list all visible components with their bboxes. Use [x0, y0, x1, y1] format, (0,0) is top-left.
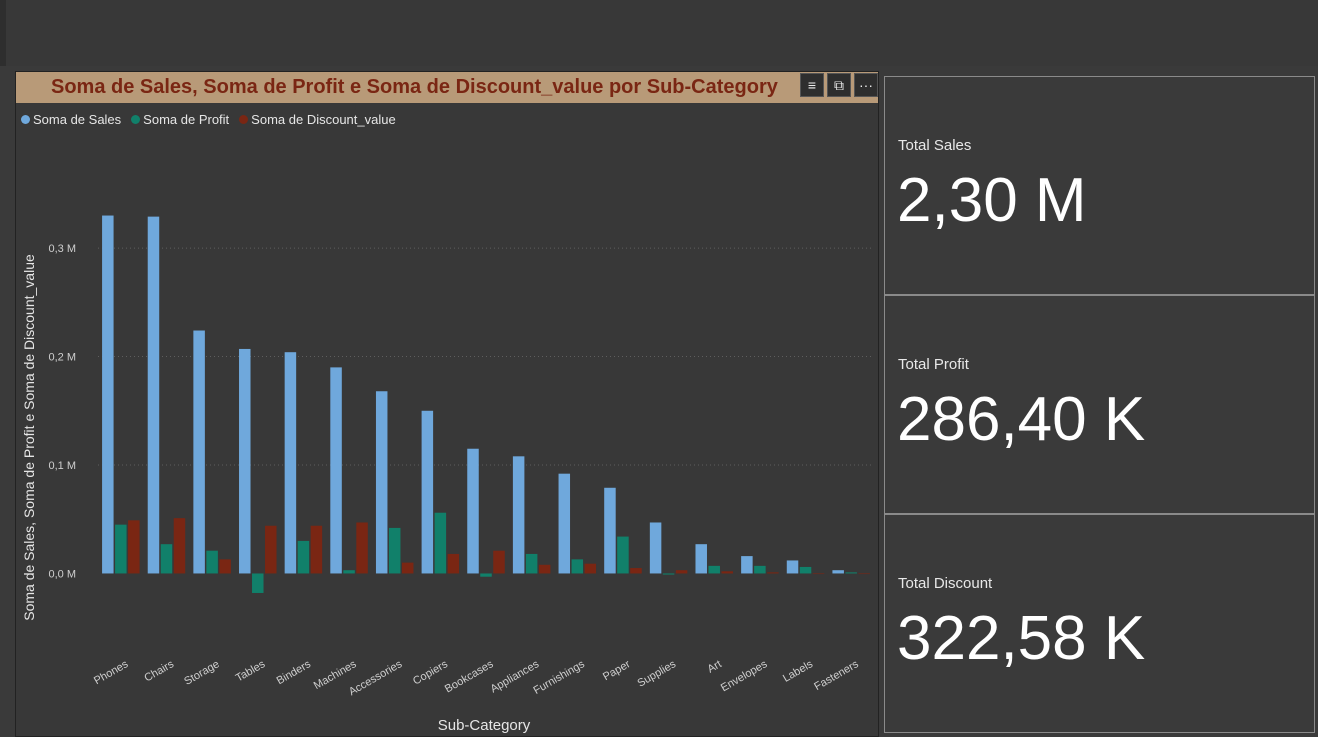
- more-options-icon[interactable]: ···: [854, 73, 878, 97]
- bar: [617, 536, 629, 574]
- bar: [115, 524, 127, 574]
- focus-mode-icon[interactable]: ⧉: [827, 73, 851, 97]
- bar: [421, 410, 434, 574]
- top-strip: [0, 0, 1318, 66]
- card-label: Total Discount: [898, 575, 993, 592]
- y-tick-label: 0,3 M: [48, 243, 76, 255]
- bar: [388, 527, 401, 574]
- x-tick-label: Paper: [601, 658, 633, 683]
- bar: [799, 566, 812, 574]
- bar: [206, 550, 218, 574]
- legend-label-discount: Soma de Discount_value: [251, 112, 396, 127]
- bar-chart: 0,0 M 0,1 M 0,2 M 0,3 M Phones Chairs Storage T…: [21, 215, 874, 734]
- bar: [493, 550, 505, 574]
- bar: [649, 522, 662, 574]
- bar: [297, 540, 310, 574]
- bar: [767, 572, 779, 574]
- bar: [558, 473, 571, 574]
- card-value: 2,30 M: [897, 166, 1087, 235]
- chart-visual[interactable]: 0,0 M 0,1 M 0,2 M 0,3 M Phones Chairs Storage T…: [15, 71, 879, 737]
- x-tick-label: Envelopes: [719, 658, 770, 694]
- bar: [356, 522, 368, 574]
- bar: [330, 367, 342, 574]
- bar: [173, 518, 186, 574]
- y-tick-label: 0,0 M: [48, 568, 76, 580]
- card-total-sales: Total Sales 2,30 M: [884, 76, 1315, 295]
- legend-item-discount[interactable]: Soma de Discount_value: [239, 112, 396, 127]
- x-tick-label: Bookcases: [443, 658, 496, 696]
- bar: [219, 559, 231, 574]
- bar: [480, 573, 492, 577]
- legend-label-sales: Soma de Sales: [33, 112, 122, 127]
- bar: [571, 559, 584, 574]
- legend-label-profit: Soma de Profit: [143, 112, 230, 127]
- legend-item-sales[interactable]: Soma de Sales: [21, 112, 121, 127]
- y-axis-title: Soma de Sales, Soma de Profit e Soma de …: [21, 254, 37, 621]
- bar: [284, 352, 297, 574]
- bar: [160, 544, 173, 574]
- bar: [375, 391, 388, 574]
- bar: [832, 570, 844, 574]
- bar: [343, 570, 355, 574]
- bar: [252, 573, 264, 593]
- bar: [310, 525, 323, 574]
- x-tick-label: Art: [706, 658, 724, 675]
- bar: [538, 564, 551, 574]
- left-edge: [0, 0, 6, 66]
- bar: [708, 565, 720, 574]
- bar: [662, 573, 675, 575]
- chart-title-bar: Soma de Sales, Soma de Profit e Soma de …: [16, 72, 878, 103]
- card-label: Total Profit: [898, 356, 969, 373]
- y-tick-label: 0,1 M: [48, 460, 76, 472]
- legend-dot-profit: [131, 115, 141, 124]
- x-tick-label: Furnishings: [532, 658, 588, 697]
- x-tick-label: Phones: [92, 658, 131, 687]
- bar: [102, 215, 114, 574]
- x-tick-label: Supplies: [636, 658, 679, 690]
- bar: [721, 571, 733, 574]
- x-tick-label: Fasteners: [812, 658, 861, 693]
- bar: [604, 487, 616, 574]
- x-axis-title: Sub-Category: [438, 717, 531, 734]
- bar: [434, 512, 447, 574]
- chart-title: Soma de Sales, Soma de Profit e Soma de …: [51, 76, 778, 98]
- legend-dot-sales: [21, 115, 30, 124]
- bar: [858, 573, 870, 575]
- bar: [265, 525, 277, 574]
- bar: [467, 448, 479, 574]
- card-value: 286,40 K: [897, 385, 1146, 454]
- legend-dot-discount: [239, 115, 249, 124]
- x-tick-label: Binders: [275, 658, 314, 687]
- card-label: Total Sales: [898, 137, 972, 154]
- bar: [675, 570, 688, 574]
- bar: [786, 560, 799, 574]
- visual-toolbar: ≡ ⧉ ···: [800, 73, 878, 97]
- bar: [401, 562, 414, 574]
- card-total-profit: Total Profit 286,40 K: [884, 295, 1315, 514]
- legend-item-profit[interactable]: Soma de Profit: [131, 112, 229, 127]
- bar: [525, 553, 538, 574]
- bar: [447, 553, 460, 574]
- bar: [512, 456, 525, 574]
- x-tick-label: Storage: [182, 658, 221, 688]
- card-value: 322,58 K: [897, 604, 1146, 673]
- bar: [741, 556, 753, 574]
- bar: [193, 330, 205, 574]
- x-tick-label: Labels: [781, 658, 816, 685]
- bar: [584, 563, 597, 574]
- chart-legend: Soma de Sales Soma de Profit Soma de Dis…: [21, 112, 396, 127]
- bar: [812, 573, 825, 575]
- bar: [239, 348, 251, 574]
- bar: [845, 572, 857, 574]
- bar: [147, 216, 160, 574]
- bar: [695, 544, 707, 574]
- x-tick-label: Chairs: [142, 658, 176, 685]
- bar: [128, 520, 140, 574]
- y-tick-label: 0,2 M: [48, 352, 76, 364]
- bar: [630, 568, 642, 574]
- bar: [754, 565, 766, 574]
- filter-icon[interactable]: ≡: [800, 73, 824, 97]
- x-tick-label: Tables: [234, 658, 268, 685]
- card-total-discount: Total Discount 322,58 K: [884, 514, 1315, 733]
